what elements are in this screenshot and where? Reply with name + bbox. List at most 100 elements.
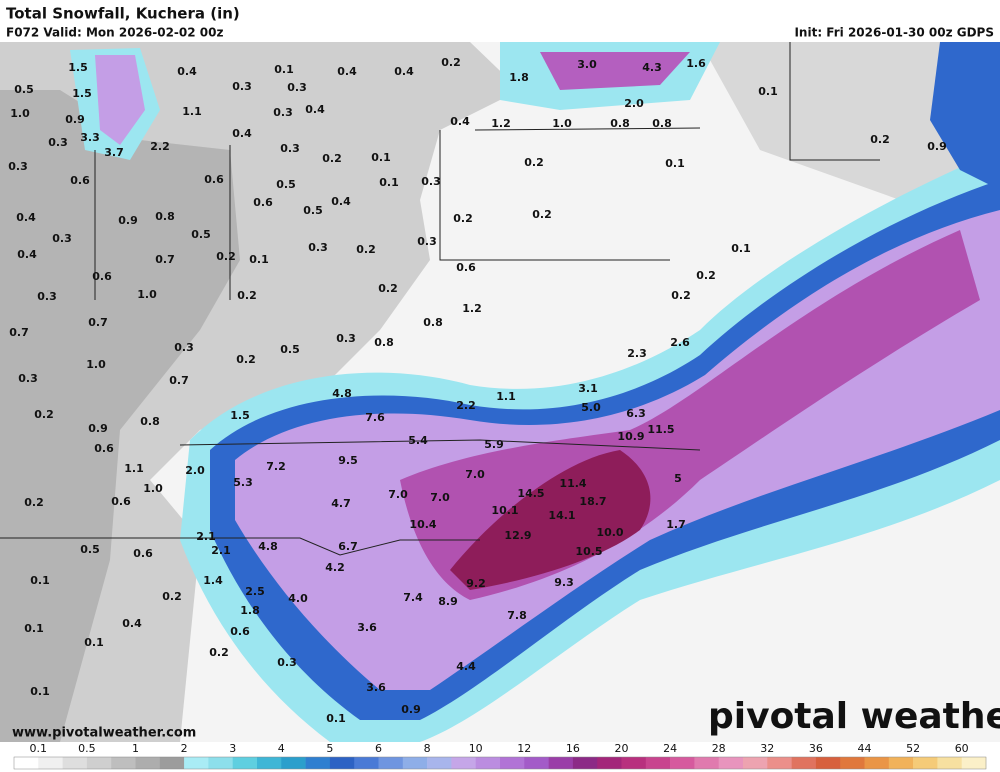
- legend-swatch: [451, 757, 476, 769]
- legend-swatch: [840, 757, 865, 769]
- title: Total Snowfall, Kuchera (in): [6, 5, 240, 23]
- snow-band-5: [450, 450, 651, 590]
- snow-amount-label: 0.1: [371, 151, 391, 164]
- legend-swatch: [14, 757, 39, 769]
- snow-amount-label: 0.9: [118, 214, 138, 227]
- snow-amount-label: 0.5: [280, 343, 300, 356]
- snow-amount-label: 0.8: [140, 415, 160, 428]
- snow-amount-label: 0.2: [453, 212, 473, 225]
- snow-amount-label: 7.0: [465, 468, 485, 481]
- legend-swatch: [329, 757, 355, 769]
- snow-amount-label: 0.5: [303, 204, 323, 217]
- snow-amount-label: 0.2: [532, 208, 552, 221]
- legend-frame: [13, 756, 987, 770]
- legend-tick-label: 2: [181, 742, 188, 755]
- snow-amount-label: 2.1: [196, 530, 216, 543]
- snow-amount-label: 1.2: [462, 302, 482, 315]
- snow-amount-label: 0.7: [169, 374, 189, 387]
- legend-swatch: [38, 757, 63, 769]
- snow-amount-label: 0.2: [870, 133, 890, 146]
- snow-amount-label: 6.3: [626, 407, 646, 420]
- snow-amount-label: 0.2: [237, 289, 257, 302]
- logo: pivotal weather: [708, 696, 1000, 737]
- snow-amount-label: 4.0: [288, 592, 308, 605]
- snow-amount-label: 0.6: [230, 625, 250, 638]
- snow-amount-label: 0.3: [174, 341, 194, 354]
- snow-amount-label: 7.8: [507, 609, 527, 622]
- new-england-snow: [930, 42, 1000, 190]
- snow-amount-label: 10.9: [617, 430, 644, 443]
- snow-amount-label: 1.8: [240, 604, 260, 617]
- snow-amount-label: 0.1: [731, 242, 751, 255]
- snow-amount-label: 0.8: [610, 117, 630, 130]
- snow-amount-label: 1.0: [137, 288, 157, 301]
- legend-swatch: [500, 757, 525, 769]
- snow-amount-label: 0.7: [155, 253, 175, 266]
- legend-swatch: [718, 757, 744, 769]
- snow-amount-label: 7.6: [365, 411, 385, 424]
- legend-tick-label: 6: [375, 742, 382, 755]
- snow-amount-label: 0.9: [927, 140, 947, 153]
- snow-amount-label: 0.6: [70, 174, 90, 187]
- snow-amount-label: 3.7: [104, 146, 124, 159]
- snow-amount-label: 5.3: [233, 476, 253, 489]
- snow-amount-label: 0.4: [177, 65, 197, 78]
- snow-amount-label: 0.3: [48, 136, 68, 149]
- snow-amount-label: 0.8: [155, 210, 175, 223]
- legend-tick-label: 8: [424, 742, 431, 755]
- snow-amount-label: 8.9: [438, 595, 458, 608]
- legend-swatch: [232, 757, 258, 769]
- snow-amount-label: 2.1: [211, 544, 231, 557]
- snow-amount-label: 0.4: [16, 211, 36, 224]
- legend-swatch: [475, 757, 501, 769]
- snow-amount-label: 4.3: [642, 61, 662, 74]
- snow-amount-label: 3.6: [366, 681, 386, 694]
- snow-amount-label: 1.5: [230, 409, 250, 422]
- snow-amount-label: 0.2: [209, 646, 229, 659]
- snow-amount-label: 1.0: [552, 117, 572, 130]
- legend-swatch: [354, 757, 379, 769]
- legend-swatch: [305, 757, 331, 769]
- snow-amount-label: 6.7: [338, 540, 358, 553]
- snow-amount-label: 1.8: [509, 71, 529, 84]
- snow-amount-label: 14.1: [548, 509, 575, 522]
- legend-swatch: [913, 757, 938, 769]
- snow-amount-label: 0.4: [232, 127, 252, 140]
- snow-amount-label: 0.6: [94, 442, 114, 455]
- state-border: [474, 127, 701, 131]
- legend-swatch: [815, 757, 841, 769]
- snow-amount-label: 0.2: [34, 408, 54, 421]
- legend-swatch: [743, 757, 768, 769]
- snow-amount-label: 1.7: [666, 518, 686, 531]
- snow-amount-label: 10.4: [409, 518, 436, 531]
- legend-swatch: [864, 757, 890, 769]
- snow-amount-label: 5.4: [408, 434, 428, 447]
- snow-amount-label: 0.1: [326, 712, 346, 725]
- snow-amount-label: 0.8: [374, 336, 394, 349]
- legend-tick-label: 28: [712, 742, 726, 755]
- snow-amount-label: 1.0: [10, 107, 30, 120]
- snow-amount-label: 0.7: [9, 326, 29, 339]
- snow-amount-label: 0.4: [122, 617, 142, 630]
- legend-swatch: [402, 757, 428, 769]
- snow-amount-label: 0.1: [24, 622, 44, 635]
- snow-amount-label: 0.3: [8, 160, 28, 173]
- snow-amount-label: 3.1: [578, 382, 598, 395]
- snow-amount-label: 7.2: [266, 460, 286, 473]
- snow-amount-label: 2.3: [627, 347, 647, 360]
- snow-amount-label: 0.1: [30, 685, 50, 698]
- snow-amount-label: 1.5: [72, 87, 92, 100]
- snow-amount-label: 0.2: [216, 250, 236, 263]
- legend-tick-label: 0.5: [78, 742, 96, 755]
- snow-amount-label: 4.2: [325, 561, 345, 574]
- snow-amount-label: 0.6: [133, 547, 153, 560]
- snow-amount-label: 0.5: [80, 543, 100, 556]
- legend-swatch: [694, 757, 719, 769]
- snow-amount-label: 18.7: [579, 495, 606, 508]
- lake-snow-core: [540, 52, 690, 90]
- northeast-area: [700, 42, 1000, 300]
- snow-amount-label: 14.5: [517, 487, 544, 500]
- legend-tick-label: 1: [132, 742, 139, 755]
- map-labels: 1.5 0.4 0.1 0.4 0.4 0.2 1.8 3.0 4.3 1.6 0.1 0.5 1.5 0…: [8, 56, 947, 725]
